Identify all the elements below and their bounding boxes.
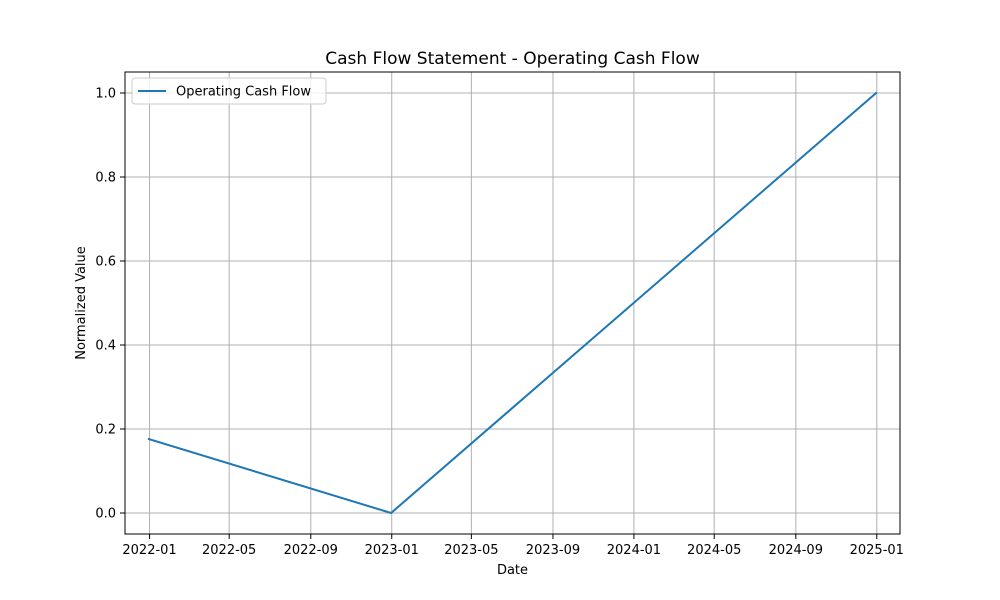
- x-tick-label: 2024-05: [687, 543, 741, 558]
- legend: Operating Cash Flow: [131, 77, 327, 105]
- x-tick-label: 2023-09: [526, 543, 580, 558]
- plot-frame: [124, 71, 901, 535]
- y-tick-label: 0.8: [95, 171, 116, 186]
- x-tick-label: 2022-09: [284, 543, 338, 558]
- x-tick-label: 2022-01: [122, 543, 176, 558]
- x-tick-label: 2025-01: [850, 543, 904, 558]
- x-tick-label: 2023-05: [444, 543, 498, 558]
- x-axis-label: Date: [497, 563, 528, 578]
- x-axis: 2022-01 2022-05 2022-09 2023-01 2023-05 2023-…: [122, 534, 904, 558]
- x-tick-label: 2024-01: [607, 543, 661, 558]
- y-tick-label: 0.4: [95, 339, 116, 354]
- legend-label: Operating Cash Flow: [176, 85, 311, 100]
- plot-area: [125, 72, 900, 534]
- legend-box: [131, 77, 327, 105]
- x-tick-label: 2022-05: [202, 543, 256, 558]
- y-tick-label: 0.2: [95, 423, 116, 438]
- y-tick-label: 1.0: [95, 87, 116, 102]
- y-tick-label: 0.0: [95, 507, 116, 522]
- y-axis: 0.0 0.2 0.4 0.6 0.8 1.0: [95, 87, 125, 522]
- y-tick-label: 0.6: [95, 255, 116, 270]
- series-layer: [147, 91, 878, 514]
- chart-title: Cash Flow Statement - Operating Cash Flo…: [325, 49, 700, 69]
- x-tick-label: 2023-01: [365, 543, 419, 558]
- y-axis-label: Normalized Value: [74, 246, 89, 360]
- x-tick-label: 2024-09: [769, 543, 823, 558]
